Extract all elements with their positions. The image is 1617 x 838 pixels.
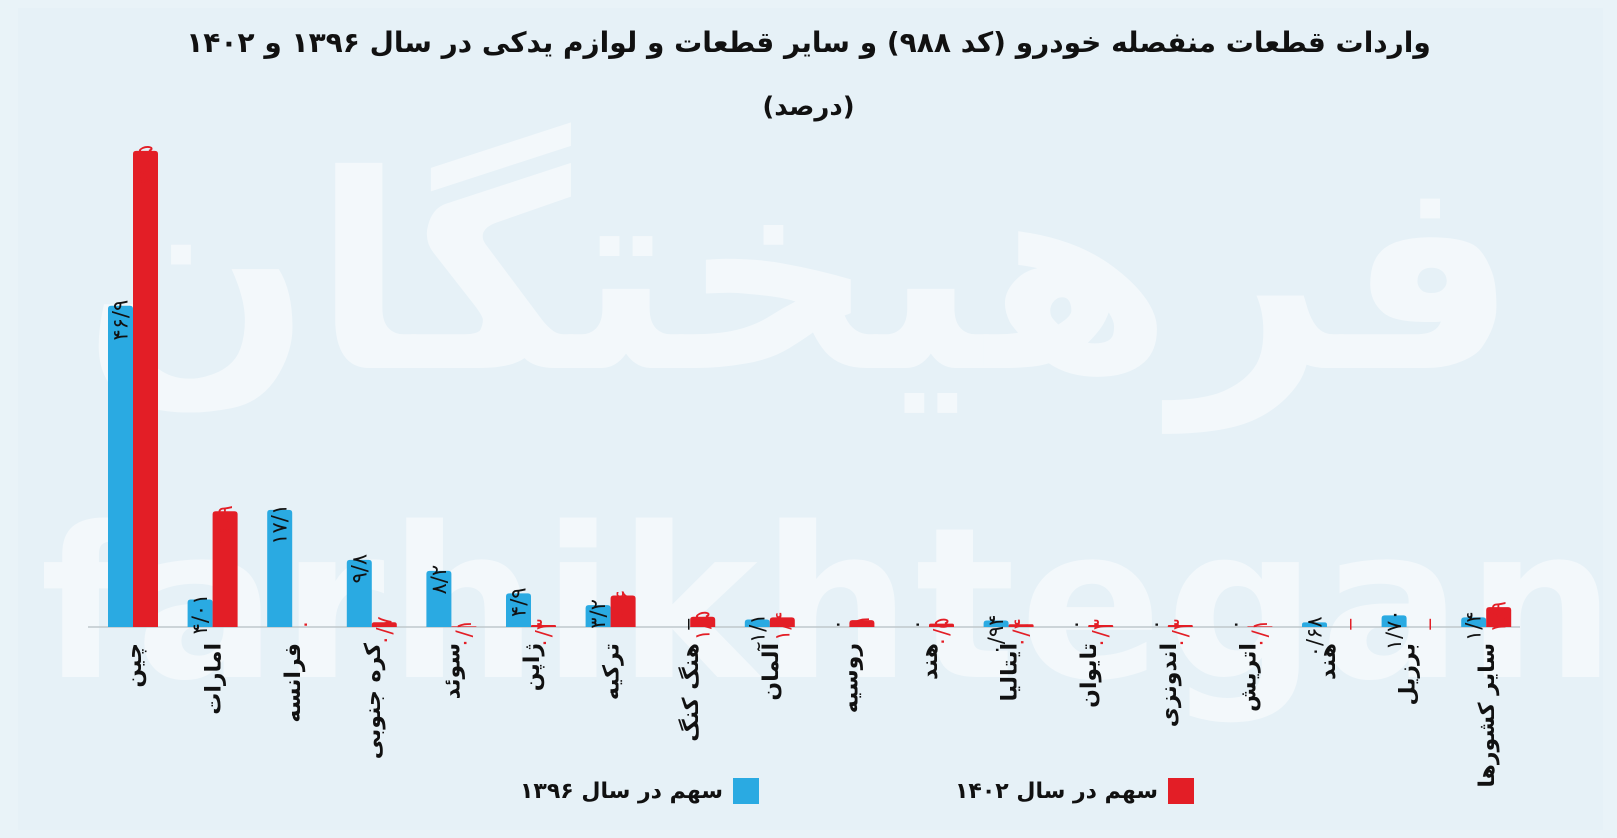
value-label-1396: ۰ xyxy=(1064,619,1088,630)
value-label-1402: _ xyxy=(1328,619,1353,631)
bar-1396 xyxy=(1461,617,1487,627)
bar-1402 xyxy=(1008,624,1034,627)
value-label-1402: ۲/۹ xyxy=(1487,601,1511,631)
value-label-1402: ۱۶/۹ xyxy=(213,505,237,546)
bar-1396 xyxy=(506,593,531,627)
value-label-1396: ۰/۶۸ xyxy=(1303,616,1327,657)
bar-1396 xyxy=(108,305,133,627)
category-label: اندونزی xyxy=(1157,643,1182,727)
category-label: سوئد xyxy=(440,643,465,699)
category-label: امارات xyxy=(202,643,227,715)
legend-label-1402: سهم در سال ۱۴۰۲ xyxy=(955,778,1159,804)
value-label-1396: ۰ xyxy=(825,619,849,630)
legend: سهم در سال ۱۳۹۶ سهم در سال ۱۴۰۲ xyxy=(0,778,1617,818)
bar-1402 xyxy=(1167,624,1193,627)
value-label-1396: ۴۶/۹ xyxy=(109,300,133,341)
bar-1402 xyxy=(531,624,556,627)
category-label: روسیه xyxy=(838,643,863,713)
value-label-1396: ۰ xyxy=(1143,619,1167,630)
value-label-1396: _ xyxy=(666,619,691,631)
category-label: هنگ کنگ xyxy=(677,643,704,742)
value-label-1402: ۱/۴ xyxy=(770,611,794,641)
category-label: ایتالیا xyxy=(998,643,1023,702)
legend-swatch-1402 xyxy=(1168,778,1195,804)
value-label-1396: ۰ xyxy=(905,619,929,630)
bar-1402 xyxy=(1088,624,1114,627)
value-label-1396: ۱/۱ xyxy=(745,613,769,643)
category-label: هند xyxy=(1316,643,1341,680)
bar-1396 xyxy=(426,570,452,627)
bar-1396 xyxy=(346,559,372,627)
bar-1396 xyxy=(585,605,611,627)
category-label: سایر کشورها xyxy=(1475,643,1500,788)
category-label: تایوان xyxy=(1077,643,1102,708)
bar-1396 xyxy=(1381,615,1407,627)
value-label-1396: ۰/۹۴ xyxy=(984,615,1008,656)
value-label-1402: ۰/۱ xyxy=(452,619,476,649)
chart-subtitle: (درصد) xyxy=(762,92,855,122)
legend-item-1396: سهم در سال ۱۳۹۶ xyxy=(520,778,760,804)
legend-swatch-1396 xyxy=(733,778,760,804)
bar-1402 xyxy=(212,511,238,627)
bar-1402 xyxy=(451,626,477,627)
value-label-1402: ۴/۶ xyxy=(611,589,635,619)
value-label-1396: ۴/۰۱ xyxy=(188,594,212,635)
bar-1396 xyxy=(1302,622,1327,627)
bar-1396 xyxy=(744,619,770,627)
value-label-1396: ۱/۴ xyxy=(1462,611,1486,641)
bar-1396 xyxy=(983,620,1009,627)
value-label-1396: ۳/۲ xyxy=(586,599,610,629)
category-label: آلمان xyxy=(756,643,784,701)
value-label-1396: ۱/۷۰ xyxy=(1382,609,1406,650)
category-label: هند xyxy=(918,643,943,680)
bar-1402 xyxy=(690,616,716,627)
value-label-1402: ۶۹/۵ xyxy=(134,145,158,186)
category-label: اتریش xyxy=(1236,643,1261,712)
legend-item-1402: سهم در سال ۱۴۰۲ xyxy=(955,778,1195,804)
bar-1402 xyxy=(371,622,397,627)
value-label-1396: ۰ xyxy=(1223,619,1247,630)
category-label: چین xyxy=(122,643,147,688)
value-label-1402: ۰ xyxy=(293,619,317,630)
bar-1396 xyxy=(187,599,213,627)
category-label: ترکیه xyxy=(600,643,625,700)
value-label-1402: ۰/۱ xyxy=(1248,619,1272,649)
value-label-1402: ۰/۴ xyxy=(1009,618,1033,648)
value-label-1402: ۰/۷ xyxy=(372,616,396,646)
value-label-1396: ۹/۸ xyxy=(347,554,371,584)
bar-1402 xyxy=(610,595,636,627)
category-label: کره جنوبی xyxy=(361,643,386,759)
value-label-1396: ۸/۲ xyxy=(427,565,451,595)
bar-1402 xyxy=(849,620,875,627)
bar-1402 xyxy=(133,150,158,628)
bar-1402 xyxy=(1247,626,1273,627)
value-label-1402: ۰/۵ xyxy=(930,618,954,648)
value-label-1402: ۰/۳ xyxy=(1168,619,1192,649)
chart-title: واردات قطعات منفصله خودرو (کد ۹۸۸) و سای… xyxy=(186,26,1431,59)
value-label-1402: ۱/۵ xyxy=(691,611,715,641)
category-label: ژاپن xyxy=(520,643,545,691)
chart-frame xyxy=(18,8,1603,830)
bar-1402 xyxy=(929,623,954,627)
category-label: فرانسه xyxy=(281,643,306,723)
value-label-1402: ۰/۳ xyxy=(532,619,556,649)
bar-1396 xyxy=(267,509,293,627)
value-label-1402: ۱ xyxy=(850,614,874,625)
value-label-1402: ۰/۳ xyxy=(1089,619,1113,649)
bar-1402 xyxy=(769,617,795,627)
value-label-1396: ۱۷/۱ xyxy=(268,504,292,545)
value-label-1402: _ xyxy=(1407,619,1432,631)
value-label-1396: ۴/۹ xyxy=(507,587,531,617)
category-label: برزیل xyxy=(1396,643,1421,706)
legend-label-1396: سهم در سال ۱۳۹۶ xyxy=(520,778,724,804)
bar-1402 xyxy=(1486,607,1512,627)
